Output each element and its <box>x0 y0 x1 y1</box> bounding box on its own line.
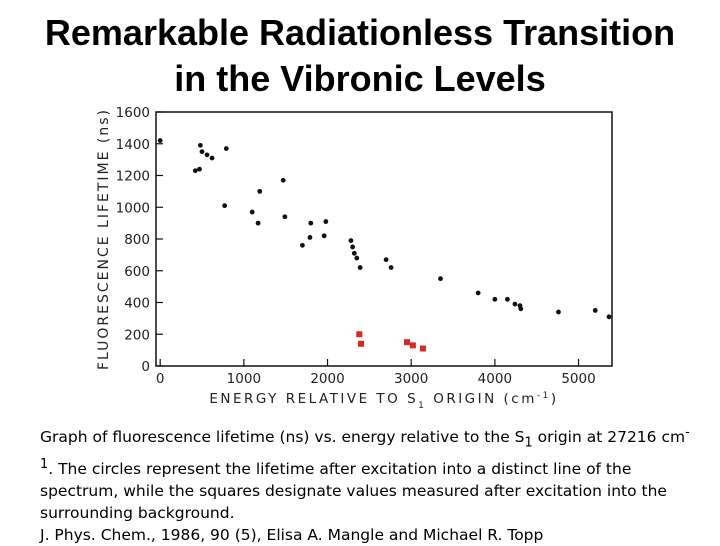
circle-marker <box>350 244 356 250</box>
caption-subscript: 1 <box>524 435 533 451</box>
plot-area-border <box>155 111 613 367</box>
circle-marker <box>308 220 314 226</box>
circle-marker <box>606 314 612 320</box>
circle-marker <box>556 309 561 315</box>
circle-marker <box>249 209 255 215</box>
y-tick-label: 200 <box>124 327 150 343</box>
x-axis-label-tail: ORIGIN (cm <box>426 391 536 407</box>
y-tick-label: 400 <box>124 296 150 312</box>
circle-marker <box>592 308 598 313</box>
circle-marker <box>357 265 363 270</box>
chart-svg: 0 200 400 600 800 1000 1200 1400 1600 0 1000 2000 3… <box>96 105 613 410</box>
caption-superscript: -1 <box>40 425 690 473</box>
circle-marker <box>354 255 360 261</box>
y-tick-label: 800 <box>124 232 150 248</box>
circle-marker <box>348 238 354 243</box>
circle-marker <box>223 146 229 151</box>
x-tick-label: 2000 <box>310 371 344 387</box>
square-marker <box>419 345 426 352</box>
y-tick-label: 1400 <box>116 137 150 153</box>
circle-marker <box>209 155 215 161</box>
x-axis-label-main: ENERGY RELATIVE TO S <box>209 391 418 407</box>
y-axis-label: FLUORESCENCE LIFETIME (ns) <box>96 108 112 370</box>
figure-caption: Graph of fluorescence lifetime (ns) vs. … <box>40 422 690 546</box>
square-marker <box>409 342 416 349</box>
plot-frame <box>155 111 613 367</box>
data-markers <box>157 138 612 352</box>
x-tick-label: 5000 <box>561 371 595 387</box>
caption-part-1: Graph of fluorescence lifetime (ns) vs. … <box>40 428 525 447</box>
circle-marker <box>323 219 329 224</box>
circle-marker <box>204 152 210 158</box>
circle-marker <box>475 290 481 296</box>
circle-marker <box>307 235 313 240</box>
x-axis-label-end: ) <box>551 391 559 407</box>
y-tick-label: 1200 <box>116 169 150 185</box>
x-axis-label-sup: -1 <box>537 391 551 401</box>
x-axis-label: ENERGY RELATIVE TO S1 ORIGIN (cm-1) <box>209 391 558 410</box>
circle-marker <box>199 149 205 155</box>
circle-marker <box>257 188 263 194</box>
square-marker <box>356 331 363 338</box>
circle-marker <box>282 214 288 220</box>
circle-marker <box>351 250 357 256</box>
circle-marker <box>197 142 203 148</box>
circle-marker <box>383 257 389 263</box>
circle-marker <box>492 296 498 302</box>
circle-marker <box>438 276 443 282</box>
y-tick-label: 600 <box>124 264 150 280</box>
circle-marker <box>222 203 228 209</box>
circle-marker <box>388 265 394 270</box>
y-tick-label: 0 <box>141 359 150 375</box>
circle-marker <box>300 242 305 248</box>
x-axis: 0 1000 2000 3000 4000 5000 <box>156 359 596 387</box>
x-tick-label: 1000 <box>227 371 261 387</box>
x-axis-label-sub: 1 <box>418 401 426 410</box>
citation: J. Phys. Chem., 1986, 90 (5), Elisa A. M… <box>40 526 544 545</box>
title-line-2: in the Vibronic Levels <box>174 58 546 99</box>
circle-marker <box>505 296 510 302</box>
slide-title: Remarkable Radiationless Transition in t… <box>0 10 720 102</box>
title-line-1: Remarkable Radiationless Transition <box>44 12 676 53</box>
lifetime-chart: 0 200 400 600 800 1000 1200 1400 1600 0 1000 2000 3… <box>92 100 632 410</box>
x-tick-label: 4000 <box>478 371 512 387</box>
square-marker <box>404 339 411 346</box>
x-tick-label: 3000 <box>394 371 428 387</box>
square-marker <box>357 340 364 347</box>
circle-marker <box>192 168 198 174</box>
x-tick-label: 0 <box>156 371 165 387</box>
y-axis: 0 200 400 600 800 1000 1200 1400 1600 <box>116 105 163 375</box>
circle-marker <box>518 306 524 312</box>
circle-marker <box>197 166 202 172</box>
circle-marker <box>280 177 286 183</box>
y-tick-label: 1600 <box>116 105 150 121</box>
circle-marker <box>512 301 518 307</box>
caption-text: Graph of fluorescence lifetime (ns) vs. … <box>40 422 690 524</box>
circle-marker <box>157 138 163 143</box>
circle-marker <box>321 233 327 239</box>
caption-part-2: origin at 27216 cm <box>532 428 686 447</box>
y-tick-label: 1000 <box>116 200 150 216</box>
circle-marker <box>255 220 261 226</box>
caption-part-3: . The circles represent the lifetime aft… <box>40 460 667 523</box>
